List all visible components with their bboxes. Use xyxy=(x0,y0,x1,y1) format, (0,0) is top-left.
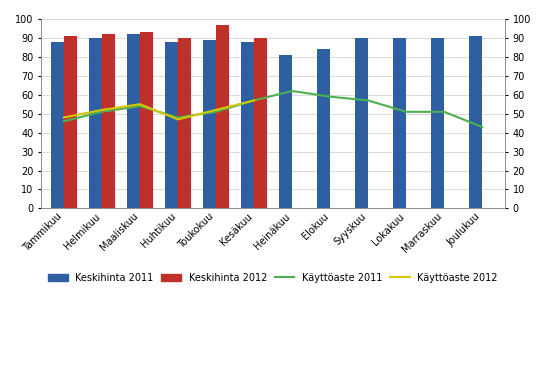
Bar xyxy=(64,36,77,208)
Legend: Keskihinta 2011, Keskihinta 2012, Käyttöaste 2011, Käyttöaste 2012: Keskihinta 2011, Keskihinta 2012, Käyttö… xyxy=(44,269,502,287)
Bar xyxy=(278,55,292,208)
Bar xyxy=(164,42,178,208)
Bar xyxy=(51,42,64,208)
Bar xyxy=(241,42,254,208)
Bar xyxy=(102,34,115,208)
Bar xyxy=(203,40,216,208)
Bar xyxy=(469,36,482,208)
Bar xyxy=(254,38,268,208)
Bar xyxy=(88,38,102,208)
Bar xyxy=(431,38,444,208)
Bar xyxy=(127,34,140,208)
Bar xyxy=(355,38,368,208)
Bar xyxy=(140,32,153,208)
Bar xyxy=(317,49,330,208)
Bar xyxy=(178,38,191,208)
Bar xyxy=(216,25,229,208)
Bar xyxy=(393,38,406,208)
